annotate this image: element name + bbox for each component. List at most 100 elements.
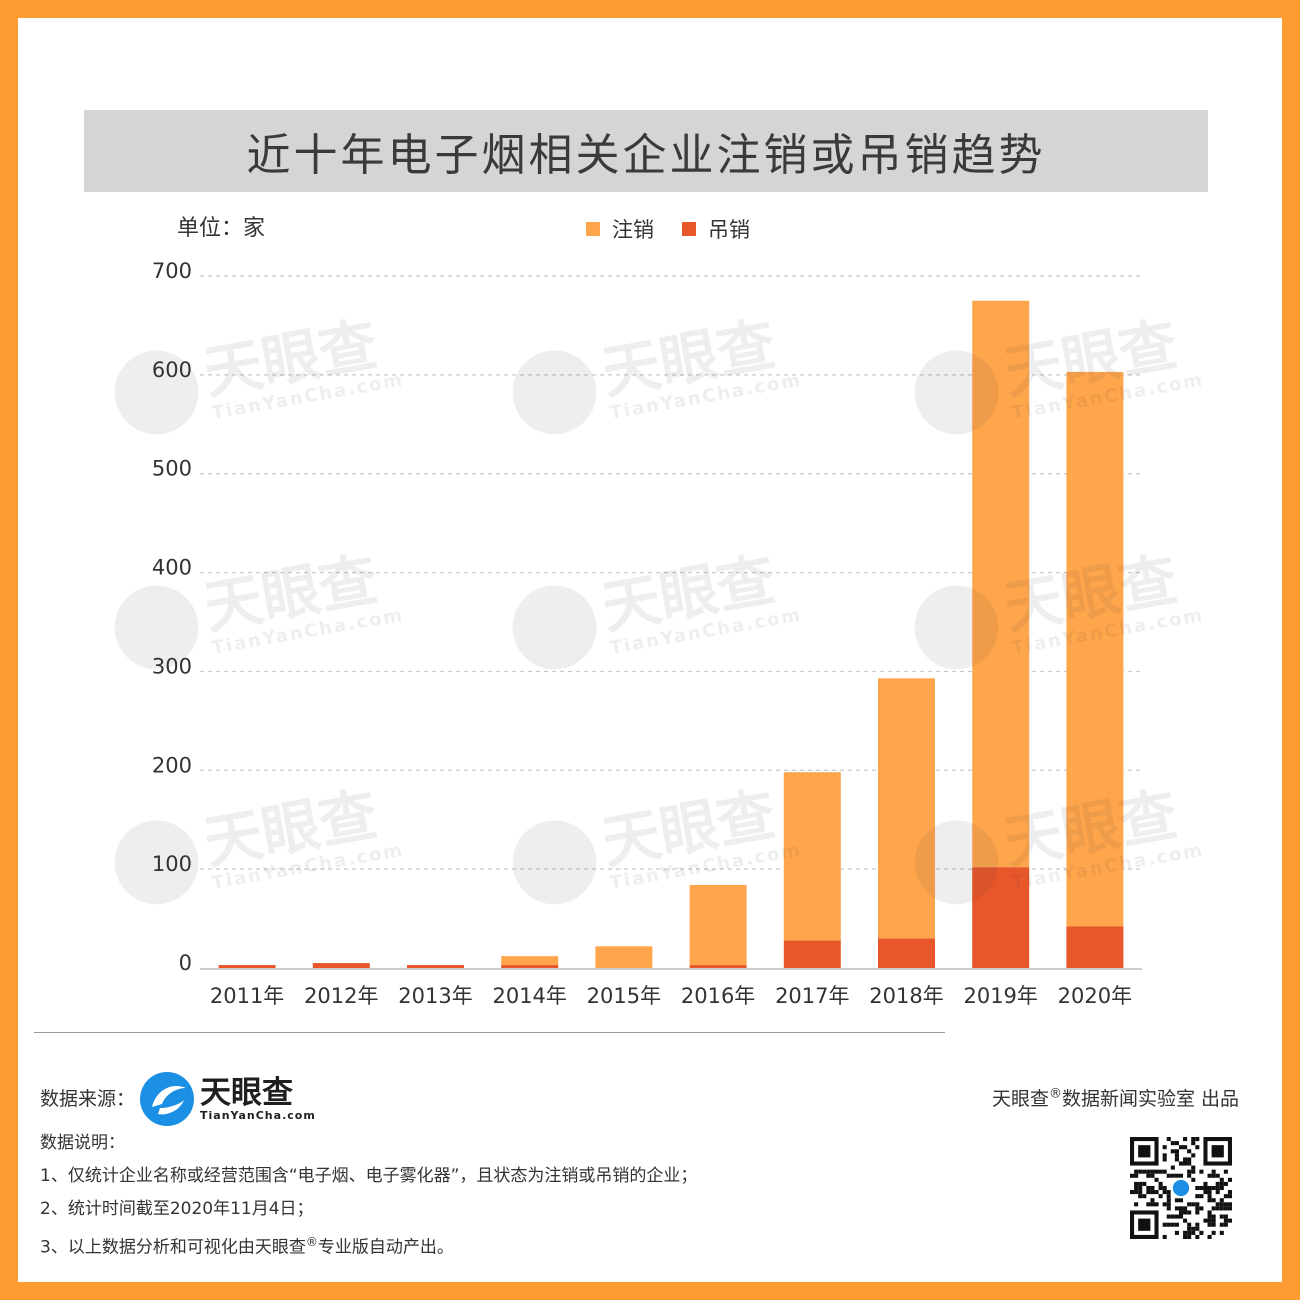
qr-module [1203, 1185, 1208, 1191]
watermark-logo-icon [114, 350, 199, 435]
qr-module [1166, 1198, 1171, 1203]
qr-module [1134, 1181, 1139, 1186]
qr-module [1183, 1157, 1188, 1162]
qr-module [1223, 1214, 1228, 1219]
qr-module [1195, 1137, 1200, 1142]
qr-module [1130, 1190, 1135, 1195]
qr-module [1170, 1222, 1175, 1227]
qr-module [1207, 1234, 1212, 1239]
watermark-logo-icon [512, 820, 597, 905]
qr-module [1199, 1230, 1204, 1235]
publisher-credit: 天眼查®数据新闻实验室 出品 [992, 1084, 1239, 1111]
bar-revoke-9 [1066, 926, 1124, 968]
qr-module [1174, 1198, 1179, 1203]
legend: 注销 吊销 [586, 214, 778, 244]
qr-module [1191, 1137, 1196, 1142]
qr-module [1187, 1161, 1192, 1166]
qr-module [1174, 1153, 1179, 1158]
qr-module [1215, 1206, 1220, 1211]
y-tick-label-200: 200 [152, 753, 192, 777]
qr-module [1199, 1194, 1204, 1199]
qr-module [1199, 1185, 1204, 1191]
qr-module [1162, 1234, 1167, 1239]
qr-module [1195, 1210, 1200, 1215]
qr-module [1187, 1173, 1192, 1178]
qr-module [1146, 1190, 1151, 1195]
qr-module [1138, 1185, 1143, 1191]
qr-module [1207, 1185, 1212, 1191]
qr-module [1187, 1149, 1192, 1154]
qr-module [1215, 1181, 1220, 1186]
qr-module [1207, 1198, 1212, 1203]
bar-cancel-4 [595, 946, 653, 968]
qr-module [1195, 1202, 1200, 1207]
qr-module [1195, 1145, 1200, 1150]
qr-module [1158, 1185, 1163, 1191]
qr-module [1223, 1222, 1228, 1227]
qr-module [1138, 1181, 1143, 1186]
qr-module [1203, 1190, 1208, 1195]
qr-module [1183, 1218, 1188, 1223]
note-1: 1、仅统计企业名称或经营范围含“电子烟、电子雾化器”，且状态为注销或吊销的企业； [40, 1166, 698, 1186]
qr-module [1211, 1145, 1224, 1158]
qr-module [1178, 1161, 1184, 1166]
bar-cancel-5 [689, 884, 747, 966]
qr-module [1146, 1169, 1151, 1174]
qr-module [1207, 1194, 1212, 1199]
qr-module [1227, 1177, 1232, 1182]
qr-module [1154, 1177, 1159, 1182]
qr-module [1162, 1145, 1167, 1150]
qr-module [1174, 1214, 1179, 1219]
qr-module [1187, 1226, 1192, 1231]
qr-module [1215, 1202, 1220, 1207]
qr-module [1187, 1202, 1192, 1207]
qr-module [1154, 1190, 1159, 1195]
bar-chart: 0 100 200 300 400 500 600 700 2011年 2012年 2013年 201… [152, 259, 1142, 1008]
qr-module [1134, 1185, 1139, 1191]
qr-module [1178, 1206, 1184, 1211]
qr-module [1178, 1210, 1184, 1215]
qr-module [1191, 1169, 1196, 1174]
qr-module [1191, 1230, 1196, 1235]
qr-module [1215, 1185, 1220, 1191]
qr-module [1223, 1181, 1228, 1186]
legend-swatch-cancel [586, 222, 600, 236]
bar-revoke-3 [501, 965, 559, 968]
watermark-logo-icon [914, 350, 999, 435]
qr-module [1223, 1206, 1228, 1211]
qr-module [1150, 1190, 1155, 1195]
watermark-logo-icon [114, 820, 199, 905]
qr-module [1195, 1226, 1200, 1231]
bar-revoke-8 [972, 867, 1030, 968]
tianyancha-logo-icon [140, 1072, 194, 1126]
watermark-1: 天眼查 TianYanCha.com [502, 305, 804, 444]
qr-module [1195, 1222, 1200, 1227]
qr-module [1227, 1218, 1232, 1223]
qr-module [1166, 1137, 1171, 1142]
qr-module [1211, 1198, 1216, 1203]
qr-module [1142, 1181, 1147, 1186]
note-3: 3、以上数据分析和可视化由天眼查®专业版自动产出。 [40, 1226, 697, 1265]
bar-revoke-0 [218, 965, 276, 968]
x-tick-label-0: 2011年 [210, 984, 284, 1008]
qr-module [1178, 1198, 1184, 1203]
qr-module [1166, 1190, 1171, 1195]
x-tick-label-5: 2016年 [681, 984, 755, 1008]
legend-label-cancel: 注销 [612, 218, 654, 242]
legend-item-revoke: 吊销 [682, 214, 750, 244]
qr-module [1219, 1181, 1224, 1186]
qr-module [1162, 1202, 1167, 1207]
qr-code[interactable] [1130, 1137, 1232, 1239]
x-tick-label-8: 2019年 [963, 984, 1037, 1008]
qr-module [1166, 1202, 1171, 1207]
bar-cancel-9 [1066, 371, 1124, 927]
qr-module [1178, 1214, 1184, 1219]
x-tick-label-7: 2018年 [869, 984, 943, 1008]
qr-module [1134, 1173, 1139, 1178]
bar-revoke-2 [407, 965, 464, 968]
qr-module [1183, 1230, 1188, 1235]
qr-module [1162, 1169, 1167, 1174]
qr-module [1154, 1169, 1159, 1174]
qr-module [1178, 1173, 1184, 1178]
qr-module [1207, 1173, 1212, 1178]
